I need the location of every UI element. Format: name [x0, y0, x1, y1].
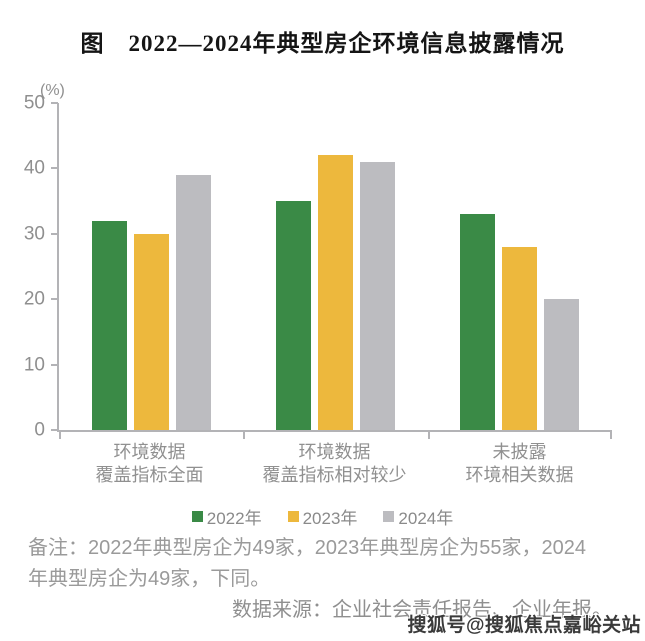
bar-group	[59, 103, 243, 430]
category-label: 环境数据 覆盖指标全面	[95, 442, 204, 485]
bar-2023年-未披露	[502, 246, 538, 430]
y-axis-tick-label: 20	[23, 288, 45, 310]
y-axis-unit-label: (%)	[40, 82, 65, 99]
y-axis-tick-label: 10	[23, 354, 45, 376]
legend-label: 2022年	[206, 509, 262, 528]
bar-2023年-环境数据	[317, 155, 353, 430]
watermark-text: 搜狐号@搜狐焦点嘉峪关站	[407, 615, 641, 636]
bar-2023年-环境数据	[133, 233, 169, 430]
y-axis-tick-mark	[51, 429, 58, 431]
legend-item-2024年: 2024年	[383, 504, 453, 529]
x-axis-tick-mark	[243, 432, 246, 439]
bar-2022年-环境数据	[91, 220, 127, 430]
y-axis-tick-mark	[51, 102, 58, 104]
y-axis-tick-mark	[51, 363, 58, 366]
legend-swatch-icon	[287, 511, 299, 522]
bar-2022年-未披露	[460, 214, 496, 430]
y-axis-tick-label: 0	[34, 419, 45, 441]
category-label: 环境数据 覆盖指标相对较少	[262, 442, 407, 485]
y-axis-tick-label: 50	[23, 92, 45, 114]
legend-label: 2024年	[398, 509, 454, 528]
chart-legend: 2022年 2023年 2024年	[0, 504, 645, 529]
x-axis-tick-mark	[427, 432, 430, 439]
x-axis-tick-mark	[59, 432, 61, 439]
legend-swatch-icon	[383, 511, 395, 522]
legend-label: 2023年	[302, 509, 358, 528]
y-axis-tick-mark	[51, 167, 58, 170]
bar-2024年-环境数据	[359, 161, 395, 430]
data-source-text: 数据来源：企业社会责任报告、企业年报。	[232, 599, 612, 621]
x-axis-category-labels: 环境数据 覆盖指标全面 环境数据 覆盖指标相对较少 未披露 环境相关数据	[57, 441, 612, 487]
y-axis-tick-mark	[51, 298, 58, 301]
category-label: 未披露 环境相关数据	[465, 442, 574, 485]
bar-2024年-环境数据	[175, 174, 211, 430]
bar-chart-plot-area: 0 10 20 30 40 50	[24, 94, 612, 440]
footnote-line-2: 年典型房企为49家，下同。	[28, 568, 271, 590]
footnote-line-1: 备注：2022年典型房企为49家，2023年典型房企为55家，2024	[28, 537, 586, 559]
legend-swatch-icon	[191, 511, 203, 522]
bar-2024年-未披露	[544, 299, 580, 430]
bar-group	[428, 103, 612, 430]
bar-group	[243, 103, 427, 430]
y-axis-tick-label: 30	[23, 223, 45, 245]
bar-groups	[59, 103, 612, 430]
y-axis-tick-mark	[51, 232, 58, 235]
bar-2022年-环境数据	[275, 201, 311, 430]
x-axis-tick-mark	[610, 432, 612, 439]
page-title: 图 2022—2024年典型房企环境信息披露情况	[80, 31, 565, 56]
legend-item-2022年: 2022年	[191, 504, 262, 529]
chart-footnote: 备注：2022年典型房企为49家，2023年典型房企为55家，2024 年典型房…	[28, 533, 628, 595]
y-axis-tick-label: 40	[23, 157, 45, 179]
legend-item-2023年: 2023年	[287, 504, 358, 529]
